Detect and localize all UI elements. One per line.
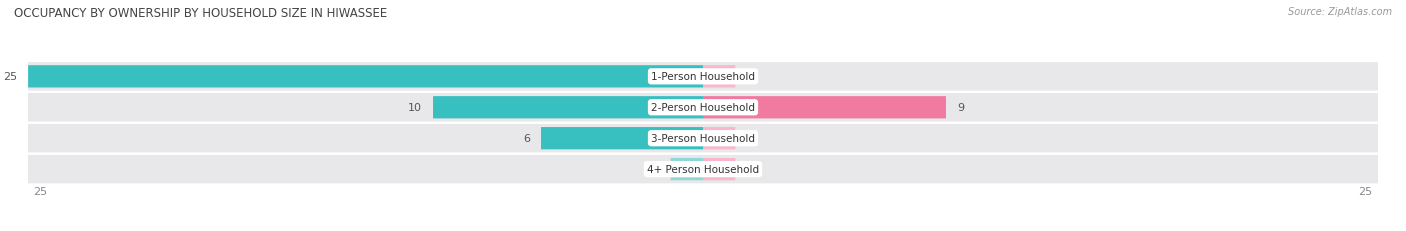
Text: 2-Person Household: 2-Person Household [651,103,755,113]
FancyBboxPatch shape [703,128,735,150]
Text: 0: 0 [747,164,754,174]
Text: 3-Person Household: 3-Person Household [651,134,755,144]
FancyBboxPatch shape [671,158,703,180]
FancyBboxPatch shape [27,155,1379,184]
Text: 9: 9 [956,103,965,113]
FancyBboxPatch shape [541,128,703,150]
FancyBboxPatch shape [27,63,1379,91]
Text: 25: 25 [3,72,17,82]
FancyBboxPatch shape [27,125,1379,153]
Text: 6: 6 [523,134,530,144]
FancyBboxPatch shape [28,66,703,88]
Text: 10: 10 [408,103,422,113]
FancyBboxPatch shape [703,97,946,119]
FancyBboxPatch shape [703,158,735,180]
Text: 25: 25 [1358,187,1372,197]
FancyBboxPatch shape [433,97,703,119]
Text: Source: ZipAtlas.com: Source: ZipAtlas.com [1288,7,1392,17]
FancyBboxPatch shape [27,94,1379,122]
FancyBboxPatch shape [703,66,735,88]
Text: 0: 0 [747,134,754,144]
Text: 25: 25 [34,187,48,197]
Text: 1-Person Household: 1-Person Household [651,72,755,82]
Text: 4+ Person Household: 4+ Person Household [647,164,759,174]
Text: OCCUPANCY BY OWNERSHIP BY HOUSEHOLD SIZE IN HIWASSEE: OCCUPANCY BY OWNERSHIP BY HOUSEHOLD SIZE… [14,7,387,20]
Text: 0: 0 [747,72,754,82]
Text: 0: 0 [652,164,659,174]
